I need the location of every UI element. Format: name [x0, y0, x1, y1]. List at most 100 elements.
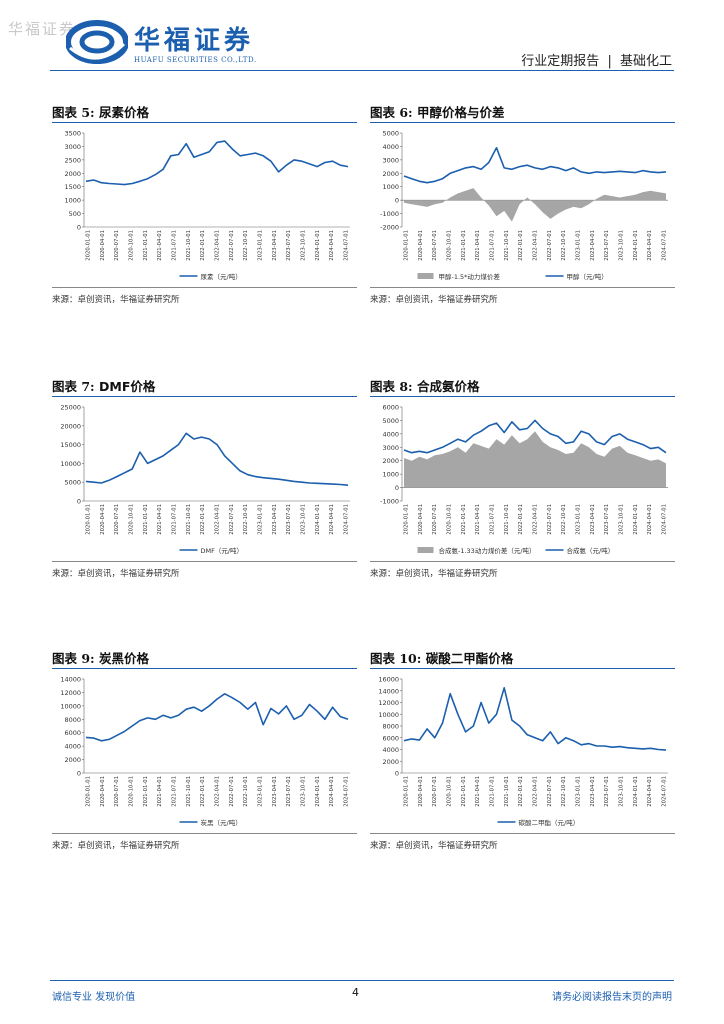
x-tick-label: 2022-01-01 [518, 230, 524, 261]
x-tick-label: 2021-10-01 [504, 230, 510, 261]
x-tick-label: 2022-04-01 [533, 776, 539, 807]
x-tick-label: 2023-01-01 [576, 504, 582, 535]
x-tick-label: 2022-07-01 [229, 230, 235, 261]
line-chart: 0 5000 10000 15000 20000 25000 2020-01-01 2020-… [60, 404, 350, 555]
x-tick-label: 2020-04-01 [100, 504, 106, 535]
panel-title: 图表 9: 炭黑价格 [52, 648, 357, 666]
x-tick-label: 2022-10-01 [243, 230, 249, 261]
x-tick-label: 2023-07-01 [604, 230, 610, 261]
figure-label: 图表 9: [52, 651, 95, 666]
x-tick-label: 2021-01-01 [143, 230, 149, 261]
x-tick-label: 2021-04-01 [157, 230, 163, 261]
title-rule [52, 122, 357, 123]
x-tick-label: 2021-04-01 [157, 504, 163, 535]
y-tick-label: 3000 [382, 444, 399, 452]
page-number: 4 [352, 986, 359, 999]
x-tick-label: 2020-04-01 [100, 230, 106, 261]
area-series [404, 431, 666, 488]
source-rule [52, 561, 357, 562]
logo-emblem-icon [65, 20, 129, 64]
x-tick-label: 2020-01-01 [404, 504, 410, 535]
x-tick-label: 2023-07-01 [286, 230, 292, 261]
source-rule [370, 287, 675, 288]
x-tick-label: 2022-10-01 [561, 776, 567, 807]
x-tick-label: 2023-07-01 [604, 504, 610, 535]
chart-panel-dmc: 图表 10: 碳酸二甲酯价格 0 2000 4000 6000 8000 10000 120… [370, 648, 675, 851]
y-tick-label: 0 [395, 197, 399, 205]
x-tick-label: 2020-10-01 [129, 230, 135, 261]
x-tick-label: 2024-01-01 [633, 230, 639, 261]
x-tick-label: 2024-07-01 [662, 504, 668, 535]
chart-panel-dmf: 图表 7: DMF价格 0 5000 10000 15000 20000 25000 202… [52, 376, 357, 579]
y-tick-label: 1000 [382, 183, 399, 191]
header-divider [50, 70, 674, 71]
x-tick-label: 2024-01-01 [315, 504, 321, 535]
report-type: 行业定期报告 [521, 54, 600, 69]
x-tick-label: 2021-07-01 [490, 230, 496, 261]
chart-area: -1000 0 1000 2000 3000 4000 5000 6000 2020-01-01… [370, 401, 675, 561]
y-tick-label: 4000 [382, 430, 399, 438]
y-tick-label: 4000 [382, 746, 399, 754]
footer-disclaimer: 请务必阅读报告末页的声明 [552, 992, 672, 1003]
x-tick-label: 2020-10-01 [447, 230, 453, 261]
y-tick-label: 2000 [382, 170, 399, 178]
figure-title: DMF价格 [99, 379, 156, 394]
y-tick-label: 12000 [60, 689, 81, 697]
y-tick-label: 2000 [382, 758, 399, 766]
panel-title: 图表 6: 甲醇价格与价差 [370, 102, 675, 120]
area-series [404, 188, 666, 222]
x-tick-label: 2024-04-01 [647, 230, 653, 261]
figure-label: 图表 8: [370, 379, 413, 394]
y-tick-label: 2000 [382, 457, 399, 465]
y-tick-label: 5000 [382, 417, 399, 425]
y-tick-label: 0 [77, 498, 81, 506]
x-tick-label: 2022-01-01 [518, 504, 524, 535]
source-rule [52, 833, 357, 834]
y-tick-label: 6000 [64, 729, 81, 737]
panel-title: 图表 5: 尿素价格 [52, 102, 357, 120]
x-tick-label: 2023-10-01 [301, 230, 307, 261]
x-tick-label: 2022-04-01 [215, 230, 221, 261]
x-tick-label: 2023-04-01 [272, 776, 278, 807]
title-rule [370, 122, 675, 123]
x-tick-label: 2020-10-01 [129, 504, 135, 535]
y-tick-label: 1500 [64, 183, 81, 191]
x-tick-label: 2023-01-01 [258, 776, 264, 807]
legend-label: 合成氨-1.33动力煤价差（元/吨） [439, 546, 536, 555]
x-tick-label: 2021-01-01 [461, 504, 467, 535]
x-tick-label: 2023-07-01 [286, 776, 292, 807]
x-tick-label: 2020-07-01 [114, 504, 120, 535]
line-series [403, 687, 667, 751]
x-tick-label: 2024-01-01 [315, 776, 321, 807]
x-tick-label: 2021-07-01 [172, 230, 178, 261]
x-tick-label: 2024-04-01 [329, 504, 335, 535]
x-tick-label: 2022-01-01 [518, 776, 524, 807]
figure-title: 碳酸二甲酯价格 [425, 651, 514, 666]
x-tick-label: 2023-10-01 [619, 504, 625, 535]
x-tick-label: 2020-07-01 [432, 776, 438, 807]
source-rule [52, 287, 357, 288]
x-tick-label: 2022-10-01 [243, 504, 249, 535]
y-tick-label: 0 [395, 484, 399, 492]
x-tick-label: 2023-04-01 [590, 504, 596, 535]
header-separator: | [607, 54, 612, 69]
title-rule [52, 396, 357, 397]
x-tick-label: 2020-01-01 [86, 776, 92, 807]
y-tick-label: 25000 [60, 404, 81, 412]
legend-label: 合成氨（元/吨） [567, 546, 615, 555]
y-tick-label: 5000 [382, 130, 399, 138]
line-chart: 0 2000 4000 6000 8000 10000 12000 14000 2020-01-… [60, 676, 350, 827]
x-tick-label: 2022-07-01 [547, 504, 553, 535]
source-rule [370, 561, 675, 562]
legend-label: 炭黑（元/吨） [201, 818, 242, 827]
x-tick-label: 2024-01-01 [633, 504, 639, 535]
x-tick-label: 2024-07-01 [344, 230, 350, 261]
legend-label: 甲醇（元/吨） [567, 272, 608, 281]
y-tick-label: -1000 [380, 498, 399, 506]
x-tick-label: 2021-01-01 [461, 230, 467, 261]
x-tick-label: 2021-10-01 [186, 230, 192, 261]
y-tick-label: 1000 [64, 197, 81, 205]
y-tick-label: 6000 [382, 404, 399, 412]
x-tick-label: 2022-04-01 [215, 504, 221, 535]
chart-panel-carbon-black: 图表 9: 炭黑价格 0 2000 4000 6000 8000 10000 12000 14… [52, 648, 357, 851]
